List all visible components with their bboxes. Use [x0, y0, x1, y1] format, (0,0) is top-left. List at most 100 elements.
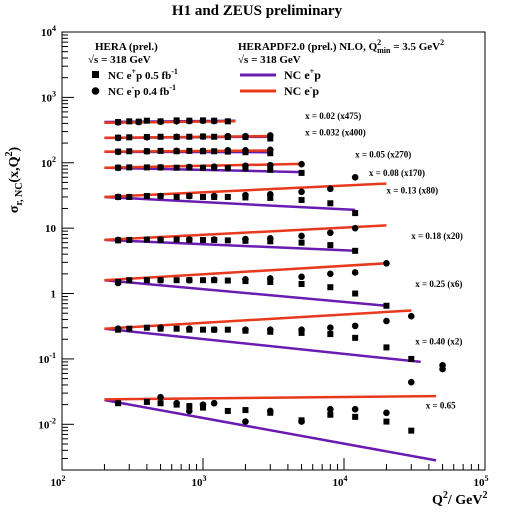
- data-point-eplus: [267, 279, 274, 286]
- data-point-eplus: [298, 196, 305, 203]
- data-point-eminus: [186, 163, 193, 171]
- legend-eminus-fit: NC e-p: [284, 83, 319, 98]
- data-point-eminus: [327, 229, 334, 237]
- data-point-eminus: [266, 275, 274, 282]
- data-point-eplus: [327, 200, 334, 207]
- data-point-eplus: [143, 193, 150, 200]
- data-point-eminus: [157, 276, 164, 284]
- data-point-eplus: [211, 148, 218, 155]
- data-point-eplus: [126, 325, 133, 332]
- data-point-eplus: [224, 237, 231, 244]
- data-point-eplus: [298, 169, 305, 176]
- data-point-eplus: [173, 325, 180, 332]
- data-point-eminus: [351, 173, 359, 181]
- data-point-eminus: [242, 418, 249, 425]
- data-point-eminus: [242, 326, 249, 333]
- legend-eplus-fit: NC e+p: [284, 67, 321, 82]
- y-axis-label-tail: (x,Q: [7, 156, 22, 182]
- data-point-eminus: [199, 401, 207, 408]
- bin-label-3: x = 0.08 (x170): [369, 168, 425, 178]
- data-point-eplus: [224, 326, 231, 333]
- data-point-eplus: [327, 284, 334, 291]
- data-point-eplus: [143, 277, 150, 284]
- y-tick-label: 102: [41, 155, 56, 170]
- x-axis-label-tail: / GeV: [447, 493, 483, 508]
- data-point-eplus: [126, 236, 133, 243]
- data-point-eplus: [352, 290, 359, 297]
- x-tick-label: 102: [51, 474, 66, 489]
- data-point-eminus: [351, 269, 359, 276]
- data-point-eminus: [199, 147, 207, 155]
- data-point-eplus: [126, 134, 133, 141]
- x-tick-label: 105: [474, 474, 489, 489]
- data-point-eplus: [327, 411, 334, 418]
- data-point-eplus: [173, 193, 180, 200]
- fit-eminus-bin-8: [104, 394, 437, 401]
- x-axis-label-sup: 2: [443, 490, 448, 501]
- data-point-eplus: [200, 193, 206, 200]
- fit-eplus-bin-8: [104, 398, 437, 462]
- data-point-eminus: [114, 193, 122, 201]
- data-point-eminus: [210, 163, 218, 171]
- data-point-eplus: [157, 400, 164, 407]
- data-point-eplus: [173, 164, 180, 171]
- x-axis: 102 103 104 105: [51, 458, 489, 489]
- data-point-eminus: [114, 148, 122, 156]
- data-points: [114, 117, 446, 434]
- data-point-eplus: [211, 133, 218, 140]
- data-point-eplus: [157, 133, 164, 140]
- data-point-eplus: [126, 118, 133, 125]
- data-point-eminus: [298, 232, 305, 240]
- data-point-eminus: [157, 393, 164, 401]
- data-point-eplus: [408, 355, 415, 362]
- data-point-eplus: [143, 164, 150, 171]
- bin-label-2: x = 0.05 (x270): [355, 150, 411, 160]
- data-point-eplus: [186, 403, 193, 410]
- data-point-eminus: [135, 118, 143, 126]
- data-point-eplus: [383, 418, 390, 425]
- data-point-eminus: [114, 134, 122, 142]
- data-point-eplus: [173, 236, 180, 243]
- data-point-eminus: [173, 133, 180, 141]
- data-point-eplus: [157, 147, 164, 154]
- data-point-eminus: [266, 407, 274, 415]
- fit-eminus-bin-4: [104, 182, 387, 199]
- bin-label-8: x = 0.65: [426, 400, 456, 410]
- legend-left-energy: √s = 318 GeV: [88, 54, 151, 66]
- data-point-eplus: [126, 193, 133, 200]
- fit-eminus-bin-5: [104, 224, 387, 242]
- x-axis-label: Q2/ GeV2: [432, 490, 488, 508]
- data-point-eplus: [352, 334, 359, 341]
- data-point-eminus: [327, 405, 334, 413]
- y-axis: 10-2 10-1 1 10 102 103 104: [38, 24, 74, 471]
- legend-left: HERA (prel.) √s = 318 GeV NC e+p 0.5 fb-…: [88, 41, 178, 98]
- data-point-eplus: [327, 331, 334, 338]
- fit-eplus-bin-6: [104, 278, 387, 308]
- data-point-eplus: [267, 194, 274, 201]
- data-point-eminus: [327, 185, 334, 193]
- data-point-eplus: [143, 117, 150, 124]
- x-tick-label: 104: [333, 474, 348, 489]
- data-point-eplus: [126, 148, 133, 155]
- data-point-eplus: [224, 165, 231, 172]
- bin-label-1: x = 0.032 (x400): [305, 128, 366, 138]
- legend-left-title: HERA (prel.): [95, 41, 158, 53]
- data-point-eminus: [114, 236, 122, 244]
- data-point-eminus: [298, 160, 305, 168]
- data-point-eminus: [186, 117, 193, 125]
- data-point-eminus: [157, 192, 164, 200]
- legend-square-marker: [92, 71, 99, 78]
- y-tick-label: 103: [41, 89, 56, 104]
- data-point-eplus: [186, 133, 193, 140]
- bin-label-4: x = 0.13 (x80): [386, 185, 438, 195]
- fit-eminus-bin-6: [104, 262, 387, 282]
- data-point-eminus: [383, 259, 390, 267]
- data-point-eplus: [186, 147, 193, 154]
- data-point-eplus: [267, 150, 274, 157]
- data-point-eminus: [242, 162, 249, 170]
- y-axis-label-sup: 2: [4, 152, 15, 157]
- data-point-eminus: [114, 119, 122, 126]
- data-point-eminus: [173, 399, 180, 407]
- data-point-eminus: [210, 276, 218, 284]
- data-point-eminus: [327, 270, 334, 278]
